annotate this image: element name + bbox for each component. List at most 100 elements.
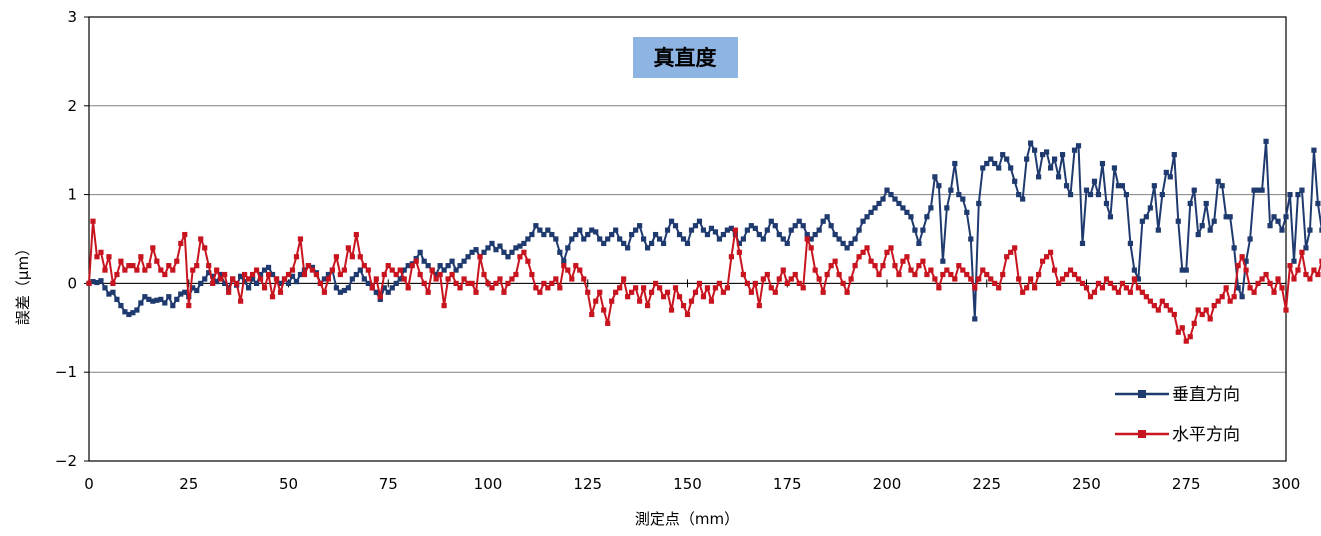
data-point-horizontal [637, 298, 643, 304]
data-point-horizontal [728, 254, 734, 260]
data-point-vertical [984, 160, 990, 167]
data-point-vertical [1283, 214, 1289, 220]
data-point-vertical [509, 249, 515, 255]
data-point-vertical [996, 165, 1002, 171]
data-point-vertical [373, 289, 379, 295]
data-point-horizontal [529, 271, 535, 278]
data-point-vertical [1079, 240, 1086, 247]
data-point-horizontal [1012, 245, 1018, 251]
legend-marker-vertical [1138, 390, 1146, 398]
data-point-horizontal [960, 267, 966, 273]
data-point-horizontal [1299, 249, 1305, 255]
data-point-vertical [1135, 276, 1141, 282]
data-point-vertical [1199, 223, 1205, 229]
data-point-horizontal [317, 280, 324, 286]
data-point-horizontal [1287, 263, 1293, 269]
data-point-horizontal [828, 263, 834, 269]
data-point-horizontal [497, 276, 503, 282]
data-point-horizontal [1143, 294, 1149, 300]
data-point-vertical [357, 267, 363, 273]
data-point-horizontal [1059, 276, 1066, 282]
data-point-horizontal [1187, 334, 1193, 340]
data-point-horizontal [218, 276, 224, 282]
data-point-horizontal [1275, 276, 1281, 282]
data-point-horizontal [900, 258, 906, 264]
data-point-horizontal [996, 285, 1002, 291]
data-point-horizontal [289, 267, 296, 273]
data-point-horizontal [952, 276, 958, 282]
data-point-horizontal [513, 271, 519, 278]
data-point-vertical [198, 280, 204, 286]
data-point-vertical [501, 249, 507, 255]
data-point-vertical [325, 271, 331, 278]
data-point-horizontal [345, 245, 351, 251]
data-point-vertical [361, 276, 367, 282]
data-point-horizontal [1295, 267, 1301, 273]
data-point-vertical [1203, 200, 1209, 207]
data-point-vertical [884, 187, 890, 193]
data-point-horizontal [509, 276, 515, 282]
data-point-vertical [345, 285, 351, 291]
data-point-horizontal [944, 267, 950, 273]
data-point-horizontal [629, 289, 635, 295]
data-point-horizontal [401, 276, 407, 282]
data-point-vertical [744, 227, 750, 233]
data-point-vertical [257, 271, 264, 278]
data-point-horizontal [230, 276, 236, 282]
data-point-horizontal [126, 263, 132, 269]
legend-item-vertical: 垂直方向 [1115, 385, 1240, 405]
series-vertical [86, 138, 1321, 322]
data-point-vertical [621, 240, 627, 247]
data-point-vertical [896, 200, 902, 207]
data-point-horizontal [110, 280, 116, 286]
data-point-vertical [581, 236, 587, 242]
data-point-horizontal [377, 294, 383, 300]
data-point-vertical [848, 240, 854, 247]
x-tick-label: 175 [773, 475, 802, 493]
x-axis-title: 測定点（mm） [635, 510, 739, 528]
data-point-vertical [900, 205, 906, 211]
data-point-horizontal [1139, 289, 1145, 295]
data-point-horizontal [812, 267, 818, 273]
x-tick-label: 225 [972, 475, 1001, 493]
data-point-horizontal [1079, 280, 1086, 286]
data-point-horizontal [601, 307, 607, 313]
data-point-horizontal [337, 271, 343, 278]
data-point-horizontal [170, 267, 176, 273]
data-point-horizontal [166, 263, 172, 269]
data-point-vertical [1259, 187, 1265, 193]
data-point-horizontal [972, 285, 978, 291]
data-point-vertical [214, 279, 220, 285]
data-point-vertical [652, 231, 659, 238]
data-point-horizontal [988, 276, 994, 282]
data-point-horizontal [613, 289, 619, 295]
data-point-vertical [1028, 140, 1034, 146]
data-point-vertical [1255, 187, 1261, 193]
data-point-horizontal [856, 254, 862, 260]
data-point-vertical [569, 236, 575, 242]
data-point-horizontal [712, 285, 719, 291]
chart-title: 真直度 [654, 46, 717, 70]
data-point-horizontal [329, 267, 335, 273]
data-point-vertical [545, 227, 551, 233]
data-point-horizontal [361, 263, 367, 269]
data-point-vertical [465, 254, 471, 260]
data-point-vertical [457, 263, 463, 269]
data-point-vertical [453, 267, 459, 273]
y-tick-label: 2 [67, 97, 77, 115]
data-point-vertical [920, 227, 926, 233]
data-point-vertical [609, 231, 615, 238]
data-point-vertical [960, 196, 966, 202]
data-point-vertical [1251, 187, 1257, 193]
data-point-vertical [1287, 192, 1293, 198]
data-point-horizontal [1231, 294, 1237, 300]
data-point-horizontal [1155, 307, 1161, 313]
data-point-vertical [1000, 152, 1006, 158]
data-point-vertical [98, 278, 104, 284]
data-point-horizontal [768, 285, 774, 291]
data-point-horizontal [281, 276, 288, 282]
data-point-horizontal [832, 258, 838, 264]
data-point-horizontal [525, 258, 531, 264]
data-point-vertical [1004, 156, 1010, 162]
